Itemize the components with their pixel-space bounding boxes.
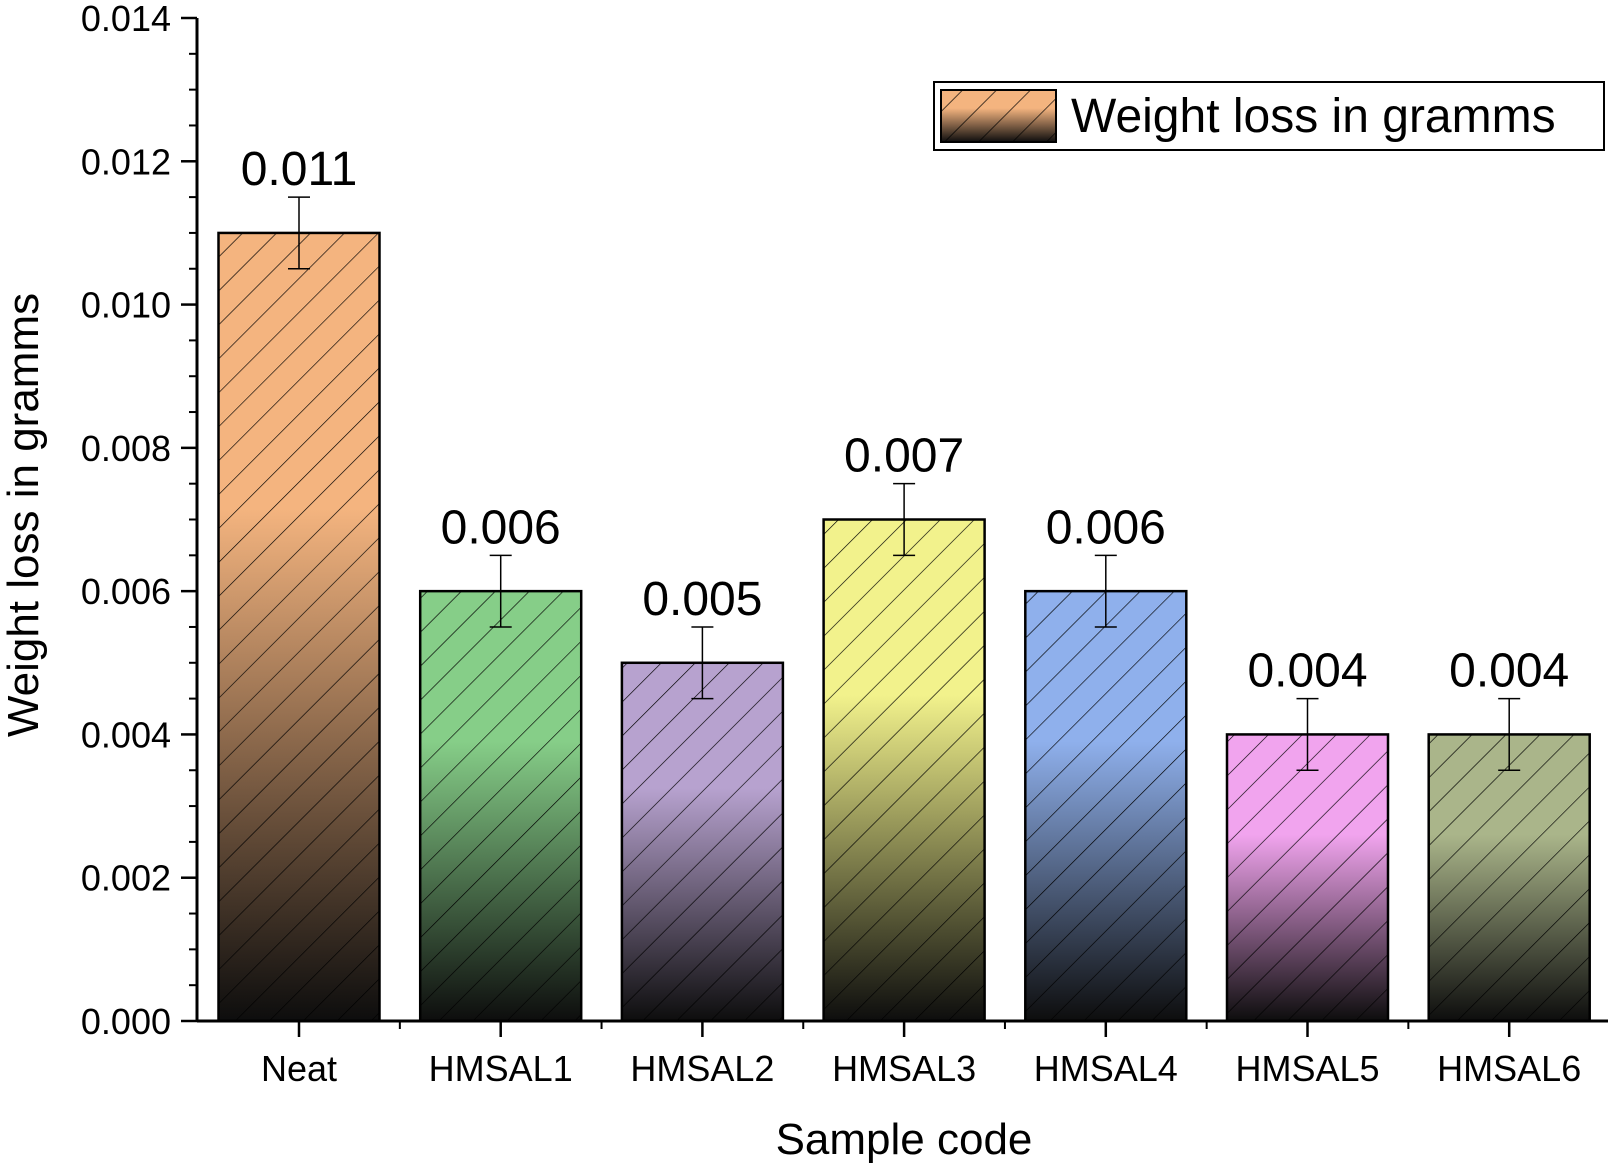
x-tick-label: HMSAL4: [1034, 1048, 1178, 1089]
x-tick-label: HMSAL2: [630, 1048, 774, 1089]
legend-swatch-hatch: [940, 89, 1057, 143]
y-tick-label: 0.014: [81, 0, 171, 39]
y-tick-label: 0.010: [81, 285, 171, 326]
bar: [620, 661, 785, 1023]
x-tick-label: HMSAL6: [1437, 1048, 1581, 1089]
x-axis-title: Sample code: [776, 1115, 1033, 1164]
y-tick-label: 0.002: [81, 858, 171, 899]
y-tick-label: 0.008: [81, 428, 171, 469]
data-label: 0.011: [241, 143, 358, 196]
x-tick-label: HMSAL5: [1235, 1048, 1379, 1089]
y-axis-title: Weight loss in gramms: [0, 293, 48, 737]
data-label: 0.007: [844, 430, 964, 483]
data-label: 0.006: [441, 501, 561, 554]
y-tick-label: 0.004: [81, 714, 171, 755]
bar: [418, 589, 583, 1023]
legend: Weight loss in gramms: [933, 81, 1605, 151]
bar: [1427, 733, 1591, 1023]
data-label: 0.005: [642, 573, 762, 626]
bar: [217, 231, 381, 1023]
data-label: 0.004: [1449, 645, 1569, 698]
data-label: 0.006: [1046, 501, 1166, 554]
x-tick-label: HMSAL1: [429, 1048, 573, 1089]
x-tick-label: HMSAL3: [832, 1048, 976, 1089]
x-tick-label: Neat: [261, 1048, 337, 1089]
y-tick-label: 0.006: [81, 571, 171, 612]
y-tick-label: 0.000: [81, 1001, 171, 1042]
legend-label: Weight loss in gramms: [1071, 90, 1556, 143]
data-label: 0.004: [1247, 645, 1367, 698]
bar: [1225, 733, 1390, 1023]
bar: [1024, 589, 1188, 1023]
bar: [822, 518, 986, 1023]
y-tick-label: 0.012: [81, 141, 171, 182]
